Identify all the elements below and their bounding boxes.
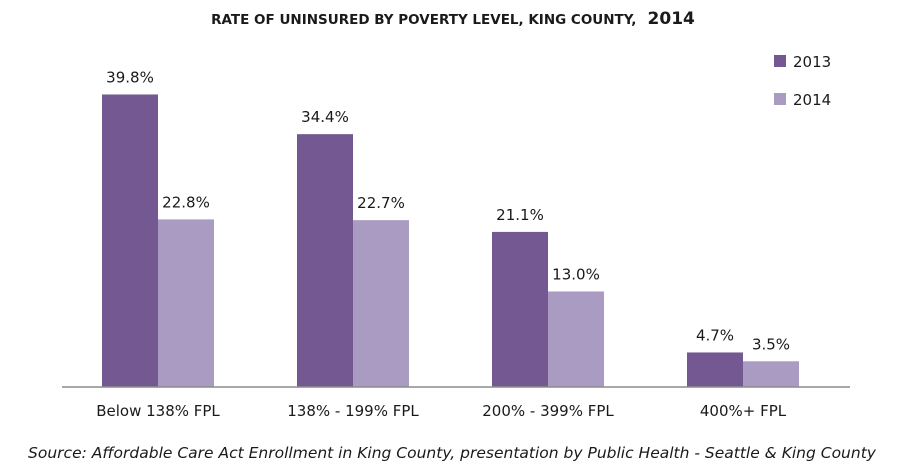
bar-2013-1 [102, 94, 158, 387]
category-label-3: 200% - 399% FPL [482, 402, 614, 420]
bar-2013-4 [687, 352, 743, 387]
legend: 2013 2014 [774, 53, 831, 109]
data-label-2014-4: 3.5% [752, 335, 790, 353]
source-note: Source: Affordable Care Act Enrollment i… [28, 444, 877, 462]
legend-label-2014: 2014 [793, 91, 831, 109]
legend-swatch-2014 [774, 93, 786, 105]
bar-2014-1 [158, 219, 214, 387]
data-label-2013-1: 39.8% [106, 68, 154, 86]
category-label-4: 400%+ FPL [700, 402, 787, 420]
chart-title: RATE OF UNINSURED BY POVERTY LEVEL, KING… [211, 9, 695, 29]
bar-2013-2 [297, 134, 353, 387]
category-label-2: 138% - 199% FPL [287, 402, 419, 420]
data-label-2013-4: 4.7% [696, 326, 734, 344]
data-label-2013-3: 21.1% [496, 206, 544, 224]
data-label-2014-2: 22.7% [357, 194, 405, 212]
bar-2014-2 [353, 220, 409, 387]
bars-group [102, 94, 799, 387]
data-label-2014-3: 13.0% [552, 265, 600, 283]
category-labels-group: Below 138% FPL 138% - 199% FPL 200% - 399%… [96, 402, 787, 420]
bar-2013-3 [492, 231, 548, 387]
category-label-1: Below 138% FPL [96, 402, 220, 420]
data-label-2014-1: 22.8% [162, 193, 210, 211]
chart-title-main: RATE OF UNINSURED BY POVERTY LEVEL, KING… [211, 12, 636, 28]
legend-label-2013: 2013 [793, 53, 831, 71]
data-label-2013-2: 34.4% [301, 108, 349, 126]
bar-2014-3 [548, 291, 604, 387]
data-labels-group: 39.8% 22.8% 34.4% 22.7% 21.1% 13.0% 4.7% 3.5% [106, 68, 790, 353]
bar-2014-4 [743, 361, 799, 387]
legend-swatch-2013 [774, 55, 786, 67]
chart-title-year: 2014 [648, 9, 695, 29]
